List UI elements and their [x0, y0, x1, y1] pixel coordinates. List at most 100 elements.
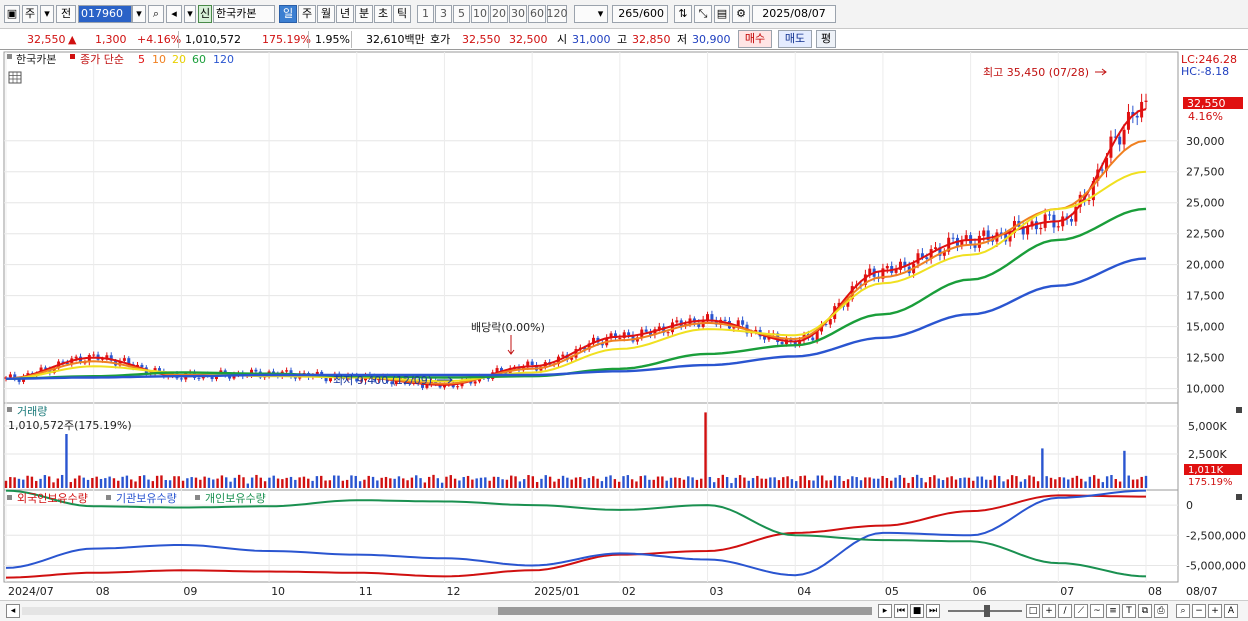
zoom-in-icon[interactable]: + [1208, 604, 1222, 618]
tab-2[interactable]: 월 [317, 5, 335, 23]
tab-0[interactable]: 일 [279, 5, 297, 23]
fib-tool-icon[interactable]: ≡ [1106, 604, 1120, 618]
volume-bar [829, 480, 832, 488]
interval-10[interactable]: 10 [471, 5, 489, 23]
volume-close-icon[interactable] [1236, 407, 1242, 413]
tab-4[interactable]: 분 [355, 5, 373, 23]
volume-bar [43, 475, 47, 488]
candle-body [587, 343, 591, 350]
zoom-search-icon[interactable]: ⌕ [1176, 604, 1190, 618]
trend-tool-icon[interactable]: ⟋ [1074, 604, 1088, 618]
volume-bar [751, 478, 755, 488]
price-y-tick: 10,000 [1186, 383, 1225, 396]
code-dropdown-icon[interactable]: ▾ [132, 5, 146, 23]
holdings-close-icon[interactable] [1236, 494, 1242, 500]
draw-tool-icon[interactable]: ⤡ [694, 5, 712, 23]
x-tick-label: 2025/01 [534, 585, 580, 598]
candle-body [697, 322, 701, 327]
interval-120[interactable]: 120 [547, 5, 568, 23]
volume-bar [453, 478, 457, 488]
scroll-end-icon[interactable]: ⏭ [926, 604, 940, 618]
candle-body [789, 339, 793, 341]
sell-button[interactable]: 매도 [778, 30, 812, 48]
crosshair-icon[interactable]: + [1042, 604, 1056, 618]
interval-20[interactable]: 20 [490, 5, 508, 23]
print-icon[interactable]: ⎙ [1154, 604, 1168, 618]
buy-button[interactable]: 매수 [738, 30, 772, 48]
gear-icon[interactable]: ⚙ [732, 5, 750, 23]
chart-area[interactable]: 30,000 27,500 25,000 22,500 20,000 17,500 15,0… [0, 50, 1248, 602]
layout-icon[interactable]: □ [1026, 604, 1040, 618]
line-tool-icon[interactable]: / [1058, 604, 1072, 618]
zoom-slider-thumb[interactable] [984, 605, 990, 617]
indicator-icon[interactable]: ⇅ [674, 5, 692, 23]
interval-dropdown-icon[interactable]: ▾ [594, 5, 608, 23]
sound-dropdown-icon[interactable]: ▾ [184, 5, 196, 23]
candle-body [1100, 169, 1104, 171]
volume-bar [190, 477, 193, 488]
volume-bar [151, 481, 155, 488]
candle-body [92, 354, 96, 356]
copy-icon[interactable]: ⧉ [1138, 604, 1152, 618]
horizontal-scrollbar[interactable] [22, 607, 872, 615]
period-dropdown-icon[interactable]: ▾ [40, 5, 54, 23]
save-icon[interactable]: ▤ [714, 5, 730, 23]
volume-bar [367, 475, 370, 488]
legend-individual[interactable]: 개인보유수량 [205, 492, 266, 505]
interval-3[interactable]: 3 [435, 5, 452, 23]
volume-bar [859, 480, 863, 488]
window-icon[interactable]: ▣ [4, 5, 20, 23]
average-button[interactable]: 평 [816, 30, 836, 48]
search-icon[interactable]: ⌕ [148, 5, 164, 23]
tab-6[interactable]: 틱 [393, 5, 411, 23]
legend-stock-name[interactable]: 한국카본 [16, 53, 56, 66]
volume-bar [777, 480, 781, 488]
font-size-icon[interactable]: A [1224, 604, 1238, 618]
stock-name-field[interactable]: 한국카본 [213, 5, 275, 23]
volume-bar [799, 476, 802, 488]
volume-bar [838, 475, 841, 488]
volume-bar [674, 477, 677, 488]
scrollbar-thumb[interactable] [498, 607, 872, 615]
volume-bar [600, 481, 604, 488]
candle-body [1105, 157, 1109, 171]
table-icon[interactable] [8, 71, 22, 84]
volume-bar [553, 481, 556, 488]
volume-bar [173, 476, 176, 488]
volume-title[interactable]: 거래량 [17, 405, 47, 418]
count-input[interactable]: 265/600 [612, 5, 668, 23]
scroll-left-icon[interactable]: ◂ [6, 604, 20, 618]
tab-5[interactable]: 초 [374, 5, 392, 23]
legend-foreign[interactable]: 외국인보유수량 [17, 492, 88, 505]
tab-1[interactable]: 주 [298, 5, 316, 23]
text-tool-icon[interactable]: T [1122, 604, 1136, 618]
candle-body [1118, 136, 1122, 145]
sound-icon[interactable]: ◂ [166, 5, 182, 23]
legend-institution[interactable]: 기관보유수량 [116, 492, 177, 505]
volume-bar [967, 477, 971, 488]
volume-bar [596, 478, 599, 488]
prev-button[interactable]: 전 [56, 5, 76, 23]
interval-30[interactable]: 30 [509, 5, 527, 23]
volume-bar [462, 477, 465, 488]
zoom-out-icon[interactable]: − [1192, 604, 1206, 618]
stock-code-input[interactable]: 017960 [78, 5, 132, 23]
volume-bar [484, 477, 487, 488]
date-text: 2025/08/07 [762, 7, 826, 20]
date-input[interactable]: 2025/08/07 [752, 5, 836, 23]
volume-bar [121, 476, 124, 488]
interval-5[interactable]: 5 [453, 5, 470, 23]
candle-body [561, 354, 565, 357]
volume-bar [246, 483, 250, 488]
tab-3[interactable]: 년 [336, 5, 354, 23]
interval-60[interactable]: 60 [528, 5, 546, 23]
wave-tool-icon[interactable]: ~ [1090, 604, 1104, 618]
interval-1[interactable]: 1 [417, 5, 434, 23]
legend-ma-label[interactable]: 종가 단순 [80, 53, 124, 66]
stop-icon[interactable]: ■ [910, 604, 924, 618]
volume-bar [708, 476, 712, 488]
candle-body [1056, 226, 1060, 228]
scroll-right-icon[interactable]: ▸ [878, 604, 892, 618]
scroll-start-icon[interactable]: ⏮ [894, 604, 908, 618]
period-select[interactable]: 주 [22, 5, 38, 23]
